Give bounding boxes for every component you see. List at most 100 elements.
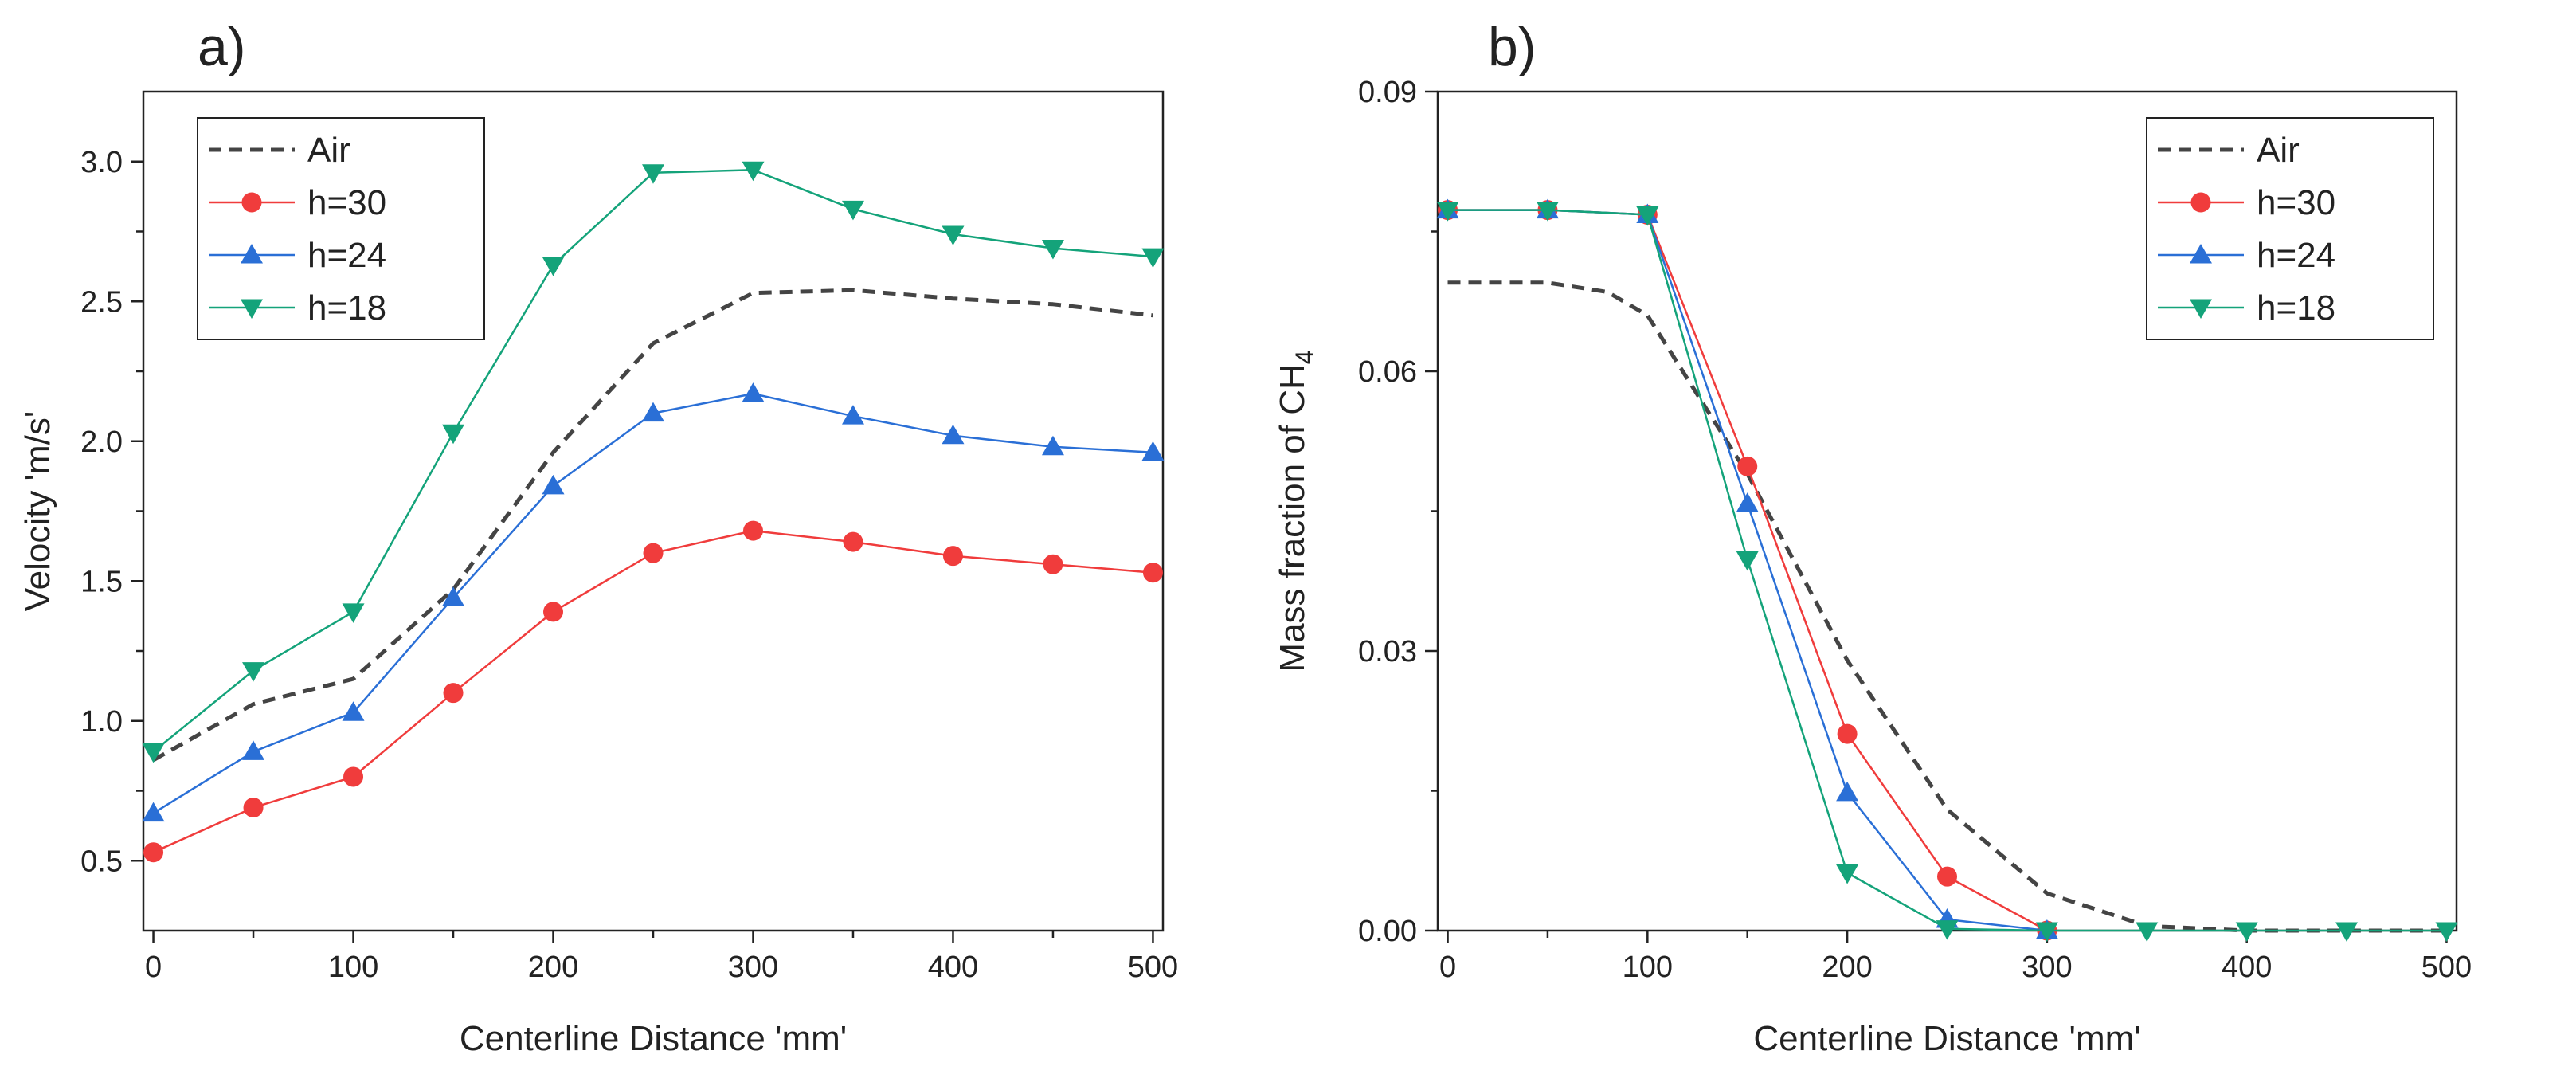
data-point xyxy=(1936,920,1959,940)
data-point xyxy=(1937,866,1957,887)
data-point xyxy=(1836,781,1859,802)
data-point xyxy=(1836,864,1859,884)
legend-marker xyxy=(241,244,263,264)
data-point xyxy=(742,520,763,541)
series-air xyxy=(152,288,1153,763)
y-axis-label-text: Velocity 'm/s' xyxy=(18,411,57,612)
data-point xyxy=(1043,554,1063,574)
data-point xyxy=(1737,456,1758,476)
series-h-30 xyxy=(143,520,1163,863)
x-tick-label: 400 xyxy=(928,951,978,984)
legend-box xyxy=(197,117,485,340)
x-tick-label: 0 xyxy=(145,951,162,984)
series-air xyxy=(1447,280,2447,933)
panel-b: b) 0 100 200 300 400 500 0.00 0.03 0.06 0.09 Center… xyxy=(1273,17,2472,1058)
data-point xyxy=(841,405,864,425)
x-tick-label: 200 xyxy=(1822,951,1872,984)
data-point xyxy=(642,164,664,184)
y-axis-label-subscript: 4 xyxy=(1290,350,1319,364)
data-point xyxy=(942,546,963,567)
panel-label: a) xyxy=(198,17,245,77)
data-point xyxy=(343,766,364,787)
x-tick-label: 400 xyxy=(2222,951,2272,984)
data-point xyxy=(843,531,863,552)
legend: Air h=30 h=24 h=18 xyxy=(2146,117,2434,340)
y-tick-label: 0.06 xyxy=(1358,355,1417,389)
x-axis-label: Centerline Distance 'mm' xyxy=(1753,1019,2140,1058)
y-tick-label: 0.09 xyxy=(1358,76,1417,109)
legend-marker xyxy=(241,192,262,213)
legend-label: h=24 xyxy=(307,236,386,275)
series-h-24 xyxy=(142,382,1165,822)
data-point xyxy=(2136,922,2159,942)
data-point xyxy=(243,798,264,818)
x-tick-label: 200 xyxy=(528,951,578,984)
data-point xyxy=(1736,551,1759,571)
panel-label: b) xyxy=(1488,17,1536,77)
y-tick-label: 0.03 xyxy=(1358,635,1417,668)
data-point xyxy=(2035,922,2058,942)
data-point xyxy=(1141,248,1165,269)
legend-label: h=30 xyxy=(307,183,386,222)
x-tick-label: 300 xyxy=(728,951,778,984)
series-h-18 xyxy=(142,161,1165,763)
data-point xyxy=(442,424,465,445)
data-point xyxy=(142,743,165,763)
legend-marker xyxy=(2190,192,2211,213)
series-line xyxy=(152,392,1153,814)
data-point xyxy=(2435,922,2458,942)
y-tick-label: 0.5 xyxy=(80,845,123,878)
y-tick-label: 2.0 xyxy=(80,425,123,459)
data-point xyxy=(142,802,165,822)
data-point xyxy=(942,225,965,246)
data-point xyxy=(1141,441,1165,461)
data-point xyxy=(2235,922,2258,942)
data-point xyxy=(1436,202,1459,222)
data-point xyxy=(1636,206,1659,226)
y-tick-label: 3.0 xyxy=(80,146,123,179)
legend-marker xyxy=(2190,244,2212,264)
x-tick-label: 100 xyxy=(328,951,378,984)
data-point xyxy=(841,200,864,221)
data-point xyxy=(143,842,164,863)
y-axis-label: Mass fraction of CH4 xyxy=(1273,350,1319,672)
x-tick-label: 100 xyxy=(1623,951,1673,984)
data-point xyxy=(342,701,365,721)
data-point xyxy=(543,602,564,622)
y-tick-label: 2.5 xyxy=(80,285,123,319)
data-point xyxy=(1142,563,1163,583)
y-tick-label: 0.00 xyxy=(1358,915,1417,948)
data-point xyxy=(342,603,365,623)
y-axis-label-text: Mass fraction of CH xyxy=(1273,364,1312,672)
data-point xyxy=(242,740,265,760)
legend-label: h=30 xyxy=(2257,183,2335,222)
legend-marker xyxy=(241,299,263,319)
legend: Air h=30 h=24 h=18 xyxy=(197,117,485,340)
x-axis-label: Centerline Distance 'mm' xyxy=(460,1019,847,1058)
data-point xyxy=(442,586,465,606)
data-point xyxy=(1041,435,1064,456)
legend-label: h=24 xyxy=(2257,236,2335,275)
data-point xyxy=(1536,202,1559,222)
series-line xyxy=(152,288,1153,763)
legend-label: Air xyxy=(307,131,350,170)
y-tick-label: 1.5 xyxy=(80,565,123,598)
series-h-18 xyxy=(1436,202,2458,942)
x-tick-label: 0 xyxy=(1439,951,1456,984)
legend-label: Air xyxy=(2257,131,2300,170)
y-axis-label: Velocity 'm/s' xyxy=(18,411,57,612)
data-point xyxy=(643,543,664,563)
x-tick-label: 300 xyxy=(2022,951,2072,984)
y-tick-label: 1.0 xyxy=(80,705,123,739)
data-point xyxy=(443,683,464,704)
data-point xyxy=(942,424,965,445)
data-point xyxy=(642,402,664,422)
data-point xyxy=(742,382,765,402)
data-point xyxy=(242,662,265,682)
data-point xyxy=(542,474,565,495)
x-tick-label: 500 xyxy=(1128,951,1178,984)
data-point xyxy=(542,257,565,276)
legend-marker xyxy=(2190,299,2212,319)
panel-a: a) 0 100 200 300 400 500 0.5 1.0 1.5 2.0 2.5 3.0 Cent… xyxy=(18,17,1178,1058)
